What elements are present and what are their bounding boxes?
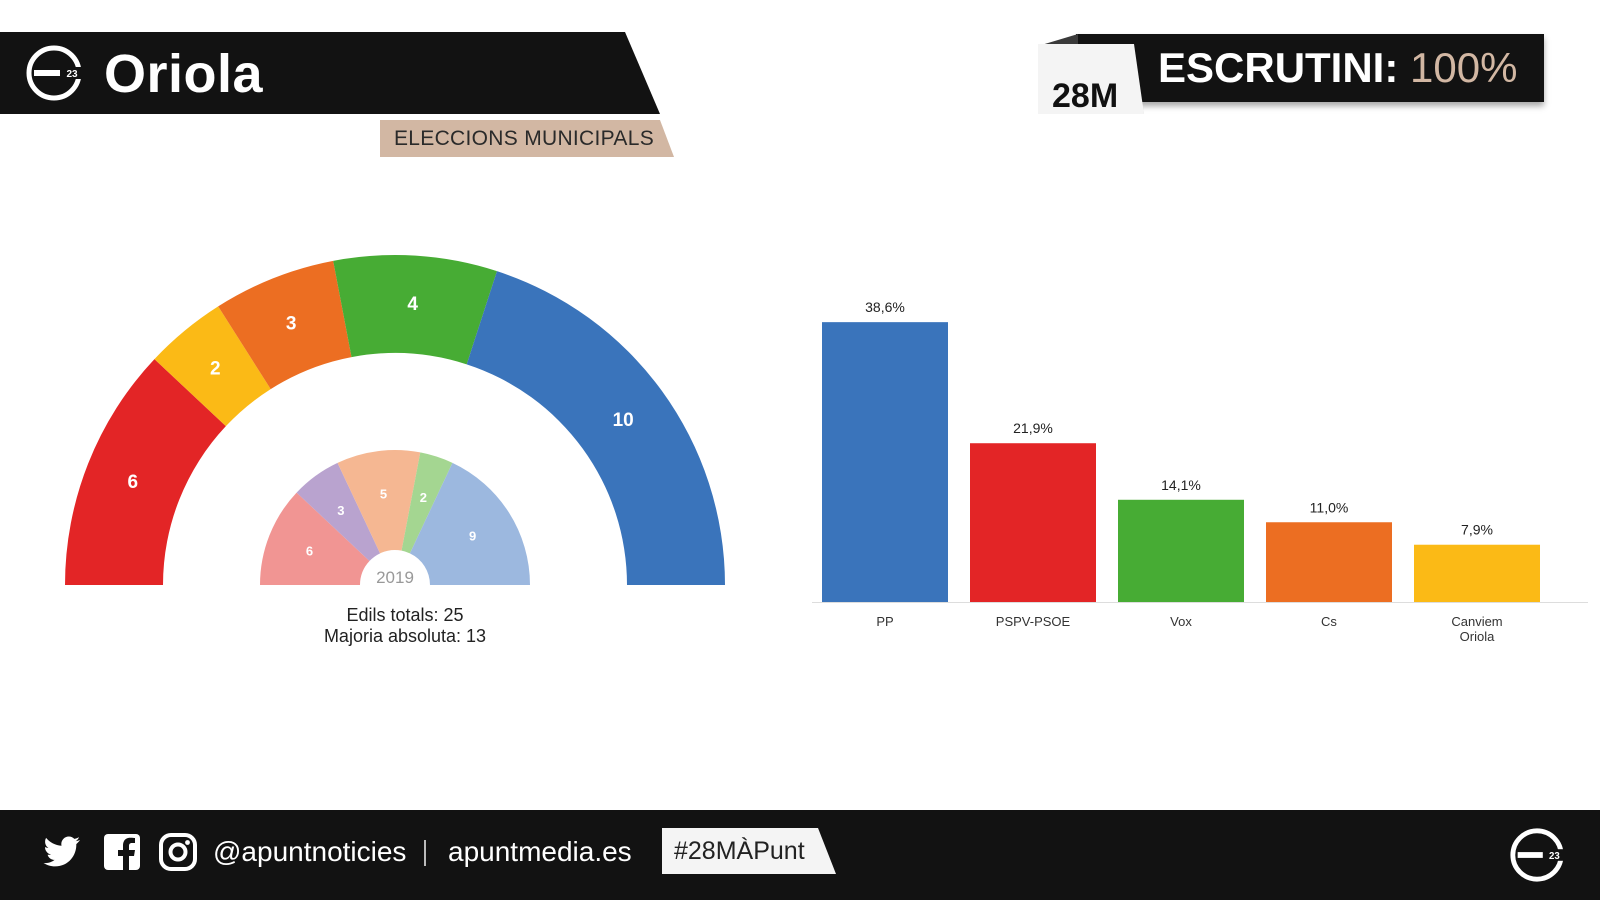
hemicycle-pp-seats-label: 10 [613,410,634,431]
bar-category-cs: Cs [1321,614,1337,629]
hemicycle-2019-3-segment [337,450,421,554]
hemicycle-2019-4-segment [401,452,453,554]
bar-value-canviem-oriola: 7,9% [1461,522,1493,538]
hemicycle-pp-segment [466,271,725,585]
bar-canviem-oriola [1414,544,1540,602]
hemicycle-2019-3-seats-label: 5 [380,486,387,501]
hemicycle-pspv-psoe-seats-label: 6 [128,472,139,493]
bar-value-pspv-psoe: 21,9% [1013,420,1053,436]
apunt-logo-icon: 23 [26,45,84,101]
bar-cs [1266,522,1392,602]
hemicycle-2019-1-segment [260,492,370,585]
majority-label: Majoria absoluta: 13 [323,626,487,646]
hemicycle-chart: 6 2 3 4 10 6 3 5 2 9 2019 [65,255,725,619]
title-bar: 23 Oriola [0,32,660,114]
hemicycle-2019-1-seats-label: 6 [306,544,313,559]
subtitle-text: ELECCIONS MUNICIPALS [394,127,654,150]
bar-value-cs: 11,0% [1310,499,1349,515]
bar-pspv-psoe [970,443,1096,602]
twitter-icon[interactable] [42,832,82,872]
hemicycle-cs-seats-label: 3 [286,313,297,334]
previous-year-label: 2019 [376,568,414,587]
hemicycle-cs-segment [218,260,352,390]
hemicycle-2019-2-seats-label: 3 [337,503,344,518]
scrutiny-label: ESCRUTINI: 100% [1158,40,1517,96]
bar-category-pp: PP [876,614,893,629]
social-handle[interactable]: @apuntnoticies [213,836,407,867]
bar-pp [822,322,948,602]
hemicycle-2019-4-seats-label: 2 [420,490,427,505]
scrutiny-label-text: ESCRUTINI: [1158,44,1399,91]
apunt-footer-logo-icon: 23 [1510,828,1566,882]
hemicycle-2019-5-segment [409,462,530,585]
date-tag-text: 28M [1052,77,1119,115]
hashtag-tag: #28MÀPunt [662,828,836,874]
website-link[interactable]: apuntmedia.es [448,836,632,867]
hemicycle-canviem-oriola-seats-label: 2 [210,358,221,379]
previous-year-badge [361,551,429,619]
hemicycle-vox-segment [333,255,497,365]
bar-value-pp: 38,6% [865,299,905,315]
page-title: Oriola [104,44,264,104]
subtitle-tag: ELECCIONS MUNICIPALS [380,120,674,157]
scrutiny-banner: 28M ESCRUTINI: 100% [1038,30,1544,116]
scrutiny-value: 100% [1410,44,1518,91]
hemicycle-pspv-psoe-segment [65,359,226,585]
bar-category-vox: Vox [1170,614,1192,629]
seat-totals: Edils totals: 25 Majoria absoluta: 13 [260,605,550,647]
hemicycle-canviem-oriola-segment [154,306,271,427]
svg-text:23: 23 [1549,851,1560,862]
bar-category-canviem-oriola: Canviem Oriola [1451,614,1502,644]
bar-category-pspv-psoe: PSPV-PSOE [996,614,1071,629]
footer: @apuntnoticies apuntmedia.es #28MÀPunt 2… [0,810,1600,900]
facebook-icon[interactable] [102,832,142,872]
instagram-icon[interactable] [158,832,198,872]
bar-value-vox: 14,1% [1161,477,1201,493]
total-seats-label: Edils totals: 25 [346,605,464,625]
hemicycle-vox-seats-label: 4 [407,294,418,315]
bar-vox [1118,499,1244,602]
title-bar-background [0,32,660,114]
hemicycle-2019-2-segment [296,462,381,562]
hashtag-text[interactable]: #28MÀPunt [674,837,805,865]
footer-separator [424,840,426,866]
vote-share-bar-chart: 38,6% PP 21,9% PSPV-PSOE 14,1% Vox 11,0% Cs 7,9%… [812,299,1588,644]
svg-text:23: 23 [66,69,78,80]
hemicycle-2019-5-seats-label: 9 [469,528,476,543]
date-tag [1038,44,1144,114]
scrutiny-background [1076,34,1544,102]
